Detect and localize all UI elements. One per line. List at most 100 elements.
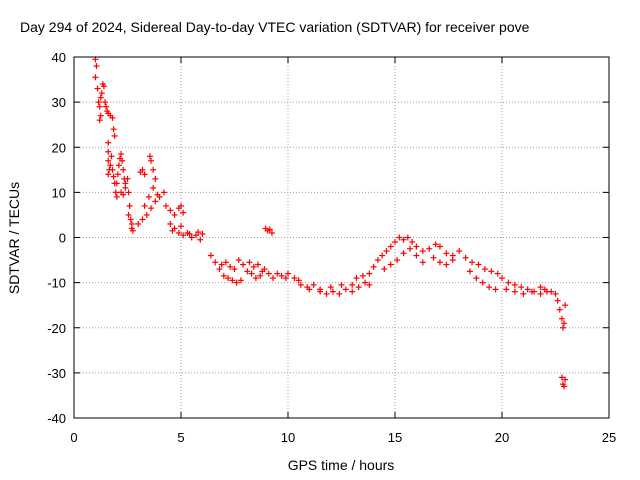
data-point xyxy=(475,261,482,268)
data-point xyxy=(355,284,362,291)
data-point xyxy=(216,266,223,273)
data-point xyxy=(366,281,373,288)
data-point xyxy=(285,270,291,277)
data-point xyxy=(481,266,488,273)
x-tick-label: 15 xyxy=(388,430,402,445)
data-point xyxy=(148,205,155,212)
data-point xyxy=(150,184,157,191)
data-point xyxy=(103,103,110,110)
data-point xyxy=(370,263,377,270)
data-point xyxy=(100,83,107,90)
data-point xyxy=(336,290,343,297)
data-point xyxy=(246,259,253,266)
data-point xyxy=(499,275,505,282)
data-point xyxy=(139,216,146,223)
x-tick-labels: 0 5 10 15 20 25 xyxy=(70,430,616,445)
y-tick-label: 20 xyxy=(52,140,66,155)
data-point xyxy=(548,288,555,295)
data-point xyxy=(102,99,109,106)
data-point xyxy=(413,252,420,259)
data-point xyxy=(432,241,439,248)
data-point xyxy=(199,230,206,237)
data-point xyxy=(359,272,366,279)
data-point xyxy=(436,259,443,266)
data-point xyxy=(118,151,125,158)
data-point xyxy=(127,216,134,223)
data-point xyxy=(97,94,104,101)
data-point xyxy=(449,257,456,264)
data-point xyxy=(266,226,273,233)
data-point xyxy=(406,245,413,252)
data-point xyxy=(558,315,565,322)
data-point xyxy=(105,157,112,164)
data-point xyxy=(154,191,161,198)
data-point xyxy=(426,245,433,252)
data-point xyxy=(323,290,330,297)
data-point xyxy=(488,268,495,275)
data-point xyxy=(436,243,443,250)
data-point xyxy=(94,85,101,92)
y-tick-label: -20 xyxy=(47,321,66,336)
data-point xyxy=(235,257,242,264)
data-point xyxy=(180,232,187,239)
x-tick-label: 20 xyxy=(495,430,509,445)
data-point xyxy=(98,90,105,97)
data-point xyxy=(379,252,386,259)
data-point xyxy=(97,112,104,119)
data-point xyxy=(95,99,102,106)
data-point xyxy=(178,223,184,230)
gridlines xyxy=(74,57,609,418)
data-point xyxy=(171,211,178,218)
data-point xyxy=(494,270,501,277)
data-points xyxy=(92,56,569,390)
data-point xyxy=(419,248,426,255)
data-point xyxy=(186,230,193,237)
data-point xyxy=(561,383,568,390)
data-point xyxy=(212,259,219,266)
data-point xyxy=(520,290,527,297)
data-point xyxy=(255,261,262,268)
data-point xyxy=(486,284,493,291)
data-point xyxy=(462,254,469,261)
data-point xyxy=(237,277,244,284)
data-point xyxy=(93,63,100,70)
data-point xyxy=(274,270,281,277)
data-point xyxy=(231,266,238,273)
data-point xyxy=(126,202,133,209)
y-tick-label: 40 xyxy=(52,50,66,65)
y-tick-label: 30 xyxy=(52,95,66,110)
data-point xyxy=(143,211,150,218)
data-point xyxy=(559,324,566,331)
data-point xyxy=(233,279,240,286)
data-point xyxy=(409,239,416,246)
data-point xyxy=(110,173,117,180)
data-point xyxy=(282,275,289,282)
data-point xyxy=(327,284,334,291)
data-point xyxy=(167,220,174,227)
data-point xyxy=(96,117,103,124)
data-point xyxy=(180,209,187,216)
data-point xyxy=(105,148,112,155)
data-point xyxy=(192,232,199,239)
data-point xyxy=(252,275,259,282)
x-tick-label: 25 xyxy=(602,430,616,445)
data-point xyxy=(197,236,204,243)
data-point xyxy=(148,157,155,164)
data-point xyxy=(387,261,394,268)
data-point xyxy=(120,191,127,198)
data-point xyxy=(146,153,153,160)
data-point xyxy=(119,157,126,164)
y-tick-label: 0 xyxy=(59,231,66,246)
data-point xyxy=(528,288,535,295)
y-tick-label: -30 xyxy=(47,366,66,381)
data-point xyxy=(268,229,275,236)
data-point xyxy=(105,171,112,178)
data-point xyxy=(413,243,420,250)
data-point xyxy=(240,261,247,268)
data-point xyxy=(124,175,131,182)
data-point xyxy=(160,189,167,196)
data-point xyxy=(109,166,116,173)
data-point xyxy=(392,239,398,246)
data-point xyxy=(310,281,317,288)
data-point xyxy=(222,259,229,266)
